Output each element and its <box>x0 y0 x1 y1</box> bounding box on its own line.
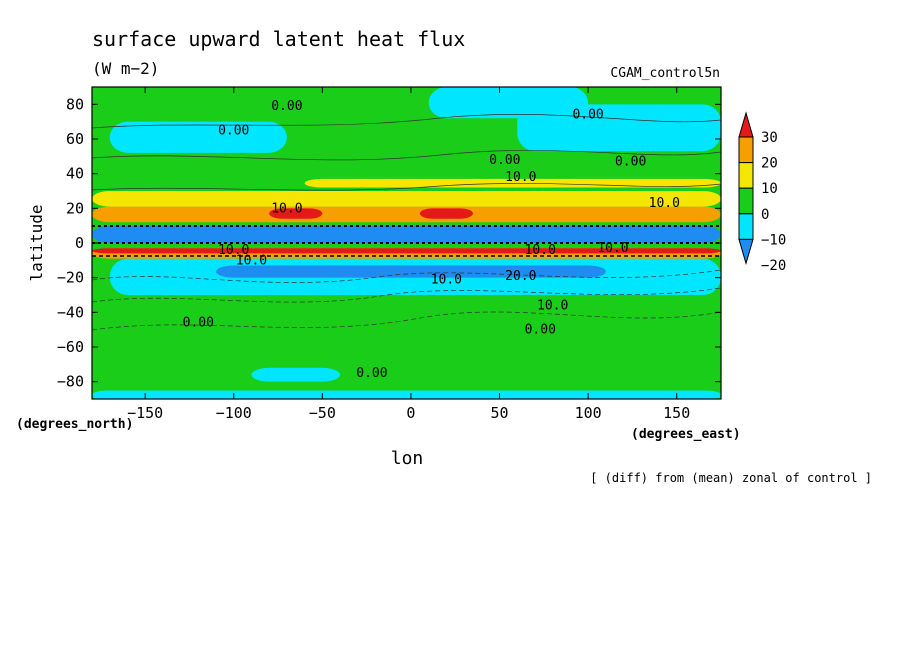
contour-label: 0.00 <box>572 108 603 123</box>
colorbar-swatch <box>738 213 754 240</box>
contour-label: 0.00 <box>615 155 646 170</box>
contour-label: 20.0 <box>505 269 536 284</box>
y-tick-label: 80 <box>66 95 84 113</box>
colorbar-label: 30 <box>761 130 778 146</box>
x-tick-label: 0 <box>406 404 415 422</box>
contour-fill-cyan <box>109 121 287 153</box>
y-tick-label: −20 <box>57 269 84 287</box>
colorbar-label: 20 <box>761 156 778 172</box>
y-tick-label: 60 <box>66 130 84 148</box>
chart-units: (W m−2) <box>92 59 159 78</box>
y-tick-label: 40 <box>66 165 84 183</box>
x-unit-label: (degrees_east) <box>631 427 741 442</box>
chart-title: surface upward latent heat flux <box>92 27 465 51</box>
contour-label: 10.0 <box>431 272 462 287</box>
colorbar: 30 20 10 0 −10 −20 <box>738 111 786 274</box>
contour-label: 0.00 <box>218 123 249 138</box>
contour-label: 10.0 <box>649 196 680 211</box>
contour-fill-cyan <box>428 87 589 119</box>
y-tick-label: −80 <box>57 373 84 391</box>
contour-fill-cyan <box>92 395 721 399</box>
x-tick-label: −100 <box>216 404 252 422</box>
y-tick-label: −60 <box>57 338 84 356</box>
contour-label: 10.0 <box>218 243 249 258</box>
contour-label: 10.0 <box>505 170 536 185</box>
contour-fill-red <box>269 208 323 219</box>
y-unit-label: (degrees_north) <box>16 417 133 432</box>
contour-label: 0.00 <box>183 316 214 331</box>
contour-fill-cyan <box>251 367 341 382</box>
contour-label: 0.00 <box>356 366 387 381</box>
run-label: CGAM_control5n <box>610 66 720 81</box>
colorbar-swatch <box>738 187 754 215</box>
contour-label: 0.00 <box>489 153 520 168</box>
contour-label: 0.00 <box>525 323 556 338</box>
contour-fill-red <box>92 248 721 254</box>
colorbar-label: 10 <box>761 181 778 197</box>
x-tick-label: 150 <box>663 404 690 422</box>
x-tick-label: −150 <box>127 404 163 422</box>
colorbar-label: −10 <box>761 232 786 248</box>
colorbar-swatch <box>738 162 754 189</box>
x-axis-label: lon <box>391 448 424 469</box>
contour-label: 0.00 <box>271 99 302 114</box>
contour-fill-orange <box>92 206 721 223</box>
y-tick-label: 20 <box>66 199 84 217</box>
y-axis-label: latitude <box>27 204 46 281</box>
colorbar-arrow-top <box>738 111 754 138</box>
contour-lines <box>92 113 721 331</box>
colorbar-label: −20 <box>761 258 786 274</box>
contour-label: 10.0 <box>597 241 628 256</box>
x-tick-label: 50 <box>490 404 508 422</box>
contour-label: 10.0 <box>236 253 267 268</box>
contour-fill-blue <box>92 225 721 243</box>
footnote: [ (diff) from (mean) zonal of control ] <box>590 471 872 485</box>
colorbar-label: 0 <box>761 207 769 223</box>
colorbar-swatch <box>738 136 754 164</box>
y-tick-label: 0 <box>75 234 84 252</box>
contour-fill-green <box>92 295 721 391</box>
contour-label: 10.0 <box>525 243 556 258</box>
contour-fill-yellow <box>92 191 721 207</box>
x-tick-label: 100 <box>575 404 602 422</box>
contour-label: 10.0 <box>537 298 568 313</box>
contour-label: 10.0 <box>271 201 302 216</box>
axes: −150 −100 −50 0 50 100 150 −80 −60 −40 −20 0 20 40 60 8… <box>57 87 721 422</box>
contour-fill-red <box>419 208 473 219</box>
x-tick-label: −50 <box>309 404 336 422</box>
colorbar-arrow-bottom <box>738 238 754 266</box>
y-tick-label: −40 <box>57 303 84 321</box>
